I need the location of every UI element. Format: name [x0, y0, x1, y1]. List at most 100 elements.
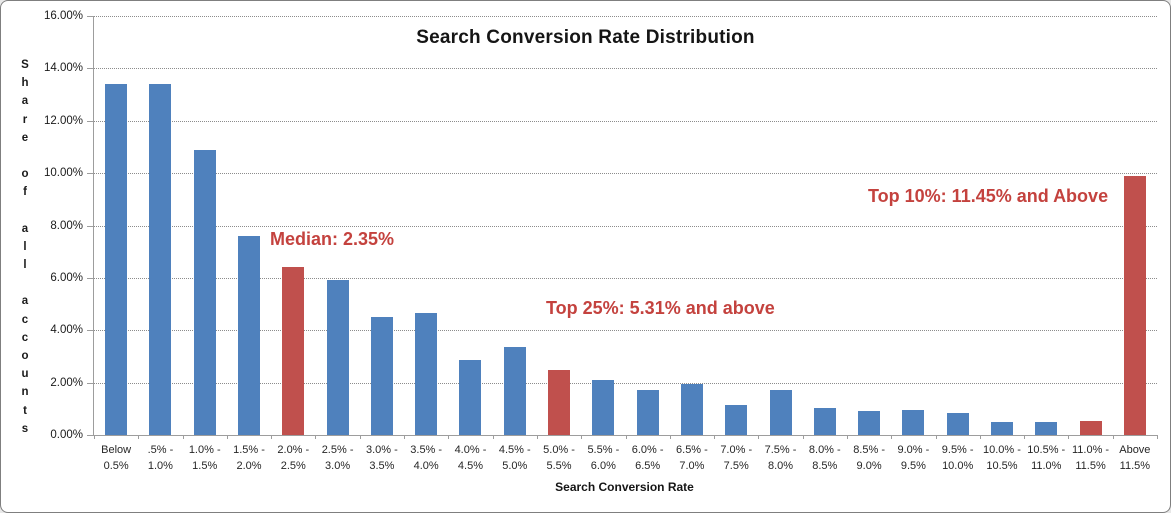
- y-tick-label: 16.00%: [43, 10, 83, 22]
- x-tick-label: Below 0.5%: [101, 444, 132, 472]
- gridline-2pct: [94, 382, 1157, 384]
- y-tick-mark: [87, 225, 93, 227]
- x-tick-mark: [1112, 435, 1114, 439]
- x-tick-mark: [891, 435, 893, 439]
- x-tick-label: 3.0% -3.5%: [365, 444, 398, 472]
- x-tick-label: 9.5% -10.0%: [941, 444, 974, 472]
- x-tick-mark: [714, 435, 716, 439]
- y-axis-title-letter: a: [21, 222, 29, 235]
- y-axis-title-letter: l: [23, 240, 27, 253]
- x-tick-label: 10.0% -10.5%: [983, 444, 1021, 472]
- y-axis-title-word-gap: [17, 147, 33, 165]
- x-tick-label: 10.5% -11.0%: [1027, 444, 1066, 472]
- x-tick-label: 7.0% -7.5%: [720, 444, 753, 472]
- x-tick-mark: [138, 435, 140, 439]
- bar-4.5-5.0-: [503, 347, 526, 435]
- x-tick-mark: [271, 435, 273, 439]
- bar-10.0-10.5-: [990, 421, 1013, 435]
- bar-3.0-3.5-: [370, 317, 393, 435]
- y-tick-mark: [87, 16, 93, 17]
- x-tick-mark: [669, 435, 671, 439]
- y-axis-title-letter: e: [21, 131, 29, 144]
- y-tick-label: 4.00%: [50, 324, 83, 337]
- bar-.5-1.0-: [149, 84, 172, 435]
- bar-3.5-4.0-: [415, 313, 438, 435]
- bar-2.5-3.0-: [326, 280, 349, 435]
- x-tick-label: 5.5% -6.0%: [587, 444, 620, 472]
- x-tick-label: 7.5% -8.0%: [764, 444, 797, 472]
- x-tick-mark: [492, 435, 494, 439]
- bar-1.0-1.5-: [193, 149, 216, 435]
- x-tick-label: 11.0% -11.5%: [1072, 444, 1110, 472]
- x-tick-mark: [846, 435, 848, 439]
- gridline-6pct: [94, 277, 1157, 279]
- y-tick-mark: [87, 382, 93, 384]
- y-axis-title-letter: c: [21, 331, 29, 344]
- bar-10.5-11.0-: [1035, 421, 1058, 435]
- x-tick-mark: [536, 435, 538, 439]
- bar-2.0-2.5-: [282, 267, 305, 435]
- y-tick-mark: [87, 120, 93, 122]
- x-tick-mark: [625, 435, 627, 439]
- x-tick-label: 2.0% -2.5%: [277, 444, 310, 472]
- annotation-top-10: Top 10%: 11.45% and Above: [868, 186, 1109, 206]
- x-tick-mark: [979, 435, 981, 439]
- y-axis-title-letter: S: [21, 59, 29, 71]
- bar-9.0-9.5-: [902, 410, 925, 435]
- annotation-top-25: Top 25%: 5.31% and above: [546, 298, 775, 318]
- x-tick-mark: [758, 435, 760, 439]
- x-tick-mark: [226, 435, 228, 439]
- bar-above-11.5-: [1123, 175, 1146, 435]
- x-tick-mark: [802, 435, 804, 439]
- y-axis-title-letter: u: [21, 368, 29, 381]
- y-axis-title-letter: r: [22, 113, 28, 126]
- y-tick-label: 8.00%: [50, 219, 83, 232]
- y-tick-mark: [87, 330, 93, 332]
- y-tick-label: 14.00%: [43, 62, 83, 75]
- x-tick-label: 9.0% -9.5%: [897, 444, 930, 472]
- gridline-12pct: [94, 120, 1157, 122]
- y-axis-title-letter: n: [21, 386, 29, 399]
- x-tick-mark: [935, 435, 937, 439]
- bar-5.0-5.5-: [548, 369, 571, 435]
- y-tick-label: 12.00%: [43, 114, 83, 127]
- y-axis-title-letter: h: [21, 77, 29, 90]
- y-tick-mark: [87, 68, 93, 70]
- x-tick-mark: [404, 435, 406, 439]
- y-axis-title-letter: l: [23, 259, 27, 272]
- y-axis-title-letter: s: [21, 422, 29, 435]
- x-tick-mark: [448, 435, 450, 439]
- bar-below-0.5-: [105, 84, 128, 435]
- x-tick-label: 3.5% -4.0%: [410, 444, 443, 472]
- y-axis-title-letter: t: [23, 404, 27, 417]
- bar-7.5-8.0-: [769, 390, 792, 435]
- plot-area: Below 0.5% .5% -1.0% 1.0% -1.5% 1.5% -2.0% 2.…: [87, 16, 1158, 472]
- bar-8.5-9.0-: [858, 411, 881, 435]
- x-tick-label: 1.5% -2.0%: [233, 444, 265, 472]
- gridline-16pct: [94, 16, 1157, 17]
- x-tick-mark: [182, 435, 184, 439]
- y-tick-mark: [87, 277, 93, 279]
- x-tick-label: .5% -1.0%: [147, 444, 174, 472]
- y-tick-label: 0.00%: [50, 429, 83, 441]
- y-tick-label: 6.00%: [50, 271, 83, 284]
- x-tick-label: 8.0% -8.5%: [808, 444, 841, 472]
- bar-6.0-6.5-: [636, 390, 659, 435]
- x-tick-mark: [315, 435, 317, 439]
- bar-8.0-8.5-: [813, 407, 836, 435]
- y-axis-title-letter: o: [21, 350, 29, 362]
- annotation-median: Median: 2.35%: [270, 229, 395, 249]
- x-tick-label: 1.0% -1.5%: [188, 444, 221, 472]
- x-tick-mark: [1024, 435, 1026, 439]
- x-tick-mark: [1068, 435, 1070, 439]
- bar-9.5-10.0-: [946, 412, 969, 435]
- x-tick-mark: [581, 435, 583, 439]
- y-tick-label: 10.00%: [43, 167, 83, 180]
- y-tick-mark: [87, 173, 93, 175]
- x-tick-label: 4.0% -4.5%: [454, 444, 487, 472]
- bar-5.5-6.0-: [592, 380, 615, 435]
- y-axis-title-letter: a: [21, 295, 29, 308]
- x-tick-label: 6.5% -7.0%: [676, 444, 708, 472]
- x-tick-label: 5.0% -5.5%: [543, 444, 575, 472]
